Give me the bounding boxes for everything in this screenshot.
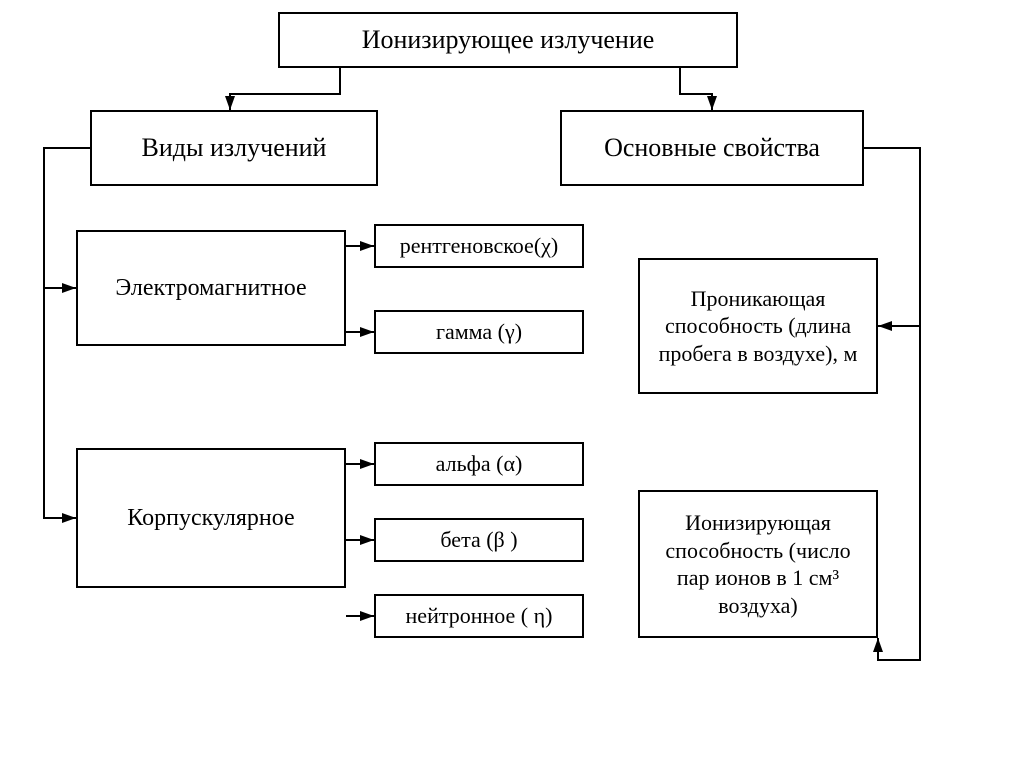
node-beta: бета (β ) — [374, 518, 584, 562]
node-penetrating-label: Проникающая способность (длина пробега в… — [650, 285, 866, 368]
node-types-label: Виды излучений — [142, 132, 327, 165]
node-corp: Корпускулярное — [76, 448, 346, 588]
node-em-label: Электромагнитное — [115, 273, 306, 303]
node-penetrating: Проникающая способность (длина пробега в… — [638, 258, 878, 394]
node-types: Виды излучений — [90, 110, 378, 186]
node-xray: рентгеновское(χ) — [374, 224, 584, 268]
node-alpha-label: альфа (α) — [436, 450, 523, 478]
node-corp-label: Корпускулярное — [127, 503, 294, 533]
diagram-canvas: Ионизирующее излучение Виды излучений Ос… — [0, 0, 1024, 767]
node-beta-label: бета (β ) — [440, 526, 517, 554]
node-props: Основные свойства — [560, 110, 864, 186]
node-ionizing-label: Ионизирующая способность (число пар ионо… — [650, 509, 866, 619]
node-root: Ионизирующее излучение — [278, 12, 738, 68]
node-ionizing: Ионизирующая способность (число пар ионо… — [638, 490, 878, 638]
node-em: Электромагнитное — [76, 230, 346, 346]
node-neutron: нейтронное ( η) — [374, 594, 584, 638]
node-alpha: альфа (α) — [374, 442, 584, 486]
node-gamma-label: гамма (γ) — [436, 318, 522, 346]
node-xray-label: рентгеновское(χ) — [400, 232, 558, 260]
node-props-label: Основные свойства — [604, 132, 820, 165]
node-neutron-label: нейтронное ( η) — [406, 602, 553, 630]
node-root-label: Ионизирующее излучение — [362, 24, 655, 57]
node-gamma: гамма (γ) — [374, 310, 584, 354]
